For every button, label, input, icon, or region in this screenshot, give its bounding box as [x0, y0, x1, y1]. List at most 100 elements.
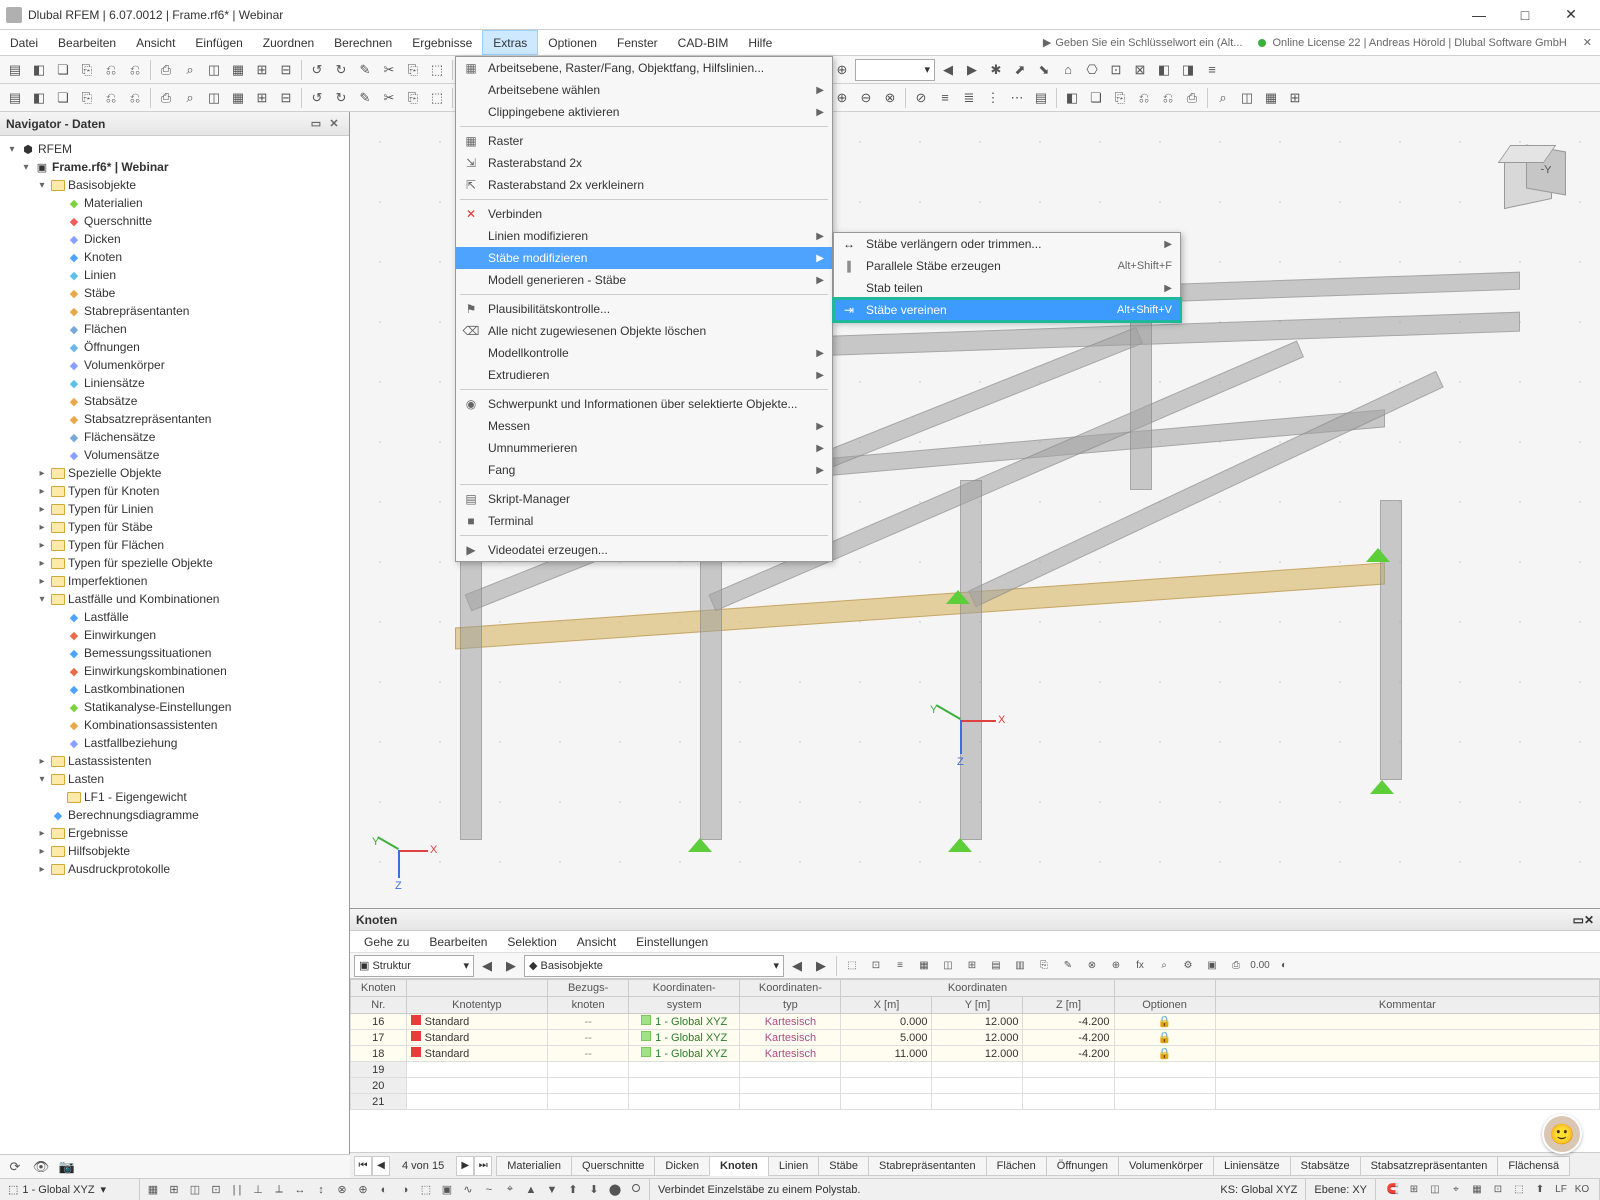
tree-item[interactable]: LF1 - Eigengewicht: [2, 788, 347, 806]
navigator-pin-button[interactable]: ▭: [307, 115, 325, 133]
toolbar-button[interactable]: ⎘: [76, 87, 98, 109]
menu-item[interactable]: Fang▶: [456, 459, 832, 481]
dp-toolbar-btn[interactable]: ⌕: [1153, 955, 1175, 977]
menubar-close-icon[interactable]: ✕: [1575, 30, 1600, 55]
toolbar-button[interactable]: ⎙: [1181, 87, 1203, 109]
status-tool-btn[interactable]: KO: [1573, 1181, 1591, 1199]
toolbar-button[interactable]: ⊟: [275, 59, 297, 81]
menu-item[interactable]: Arbeitsebene wählen▶: [456, 79, 832, 101]
toolbar-button[interactable]: ◧: [1061, 87, 1083, 109]
toolbar-button[interactable]: ▦: [227, 59, 249, 81]
menu-extras-dropdown[interactable]: ▦Arbeitsebene, Raster/Fang, Objektfang, …: [455, 56, 833, 562]
toolbar-button[interactable]: ⌕: [179, 87, 201, 109]
status-tool-btn[interactable]: ⬤: [606, 1181, 624, 1199]
eye-icon[interactable]: 👁: [30, 1156, 52, 1178]
menu-bearbeiten[interactable]: Bearbeiten: [48, 30, 126, 55]
minimize-button[interactable]: —: [1456, 1, 1502, 29]
toolbar-button[interactable]: ⊞: [1284, 87, 1306, 109]
dp-combo-basisobjekte[interactable]: ◆ Basisobjekte ▾: [524, 955, 784, 977]
tree-item[interactable]: ◆Volumenkörper: [2, 356, 347, 374]
toolbar-button[interactable]: ⊟: [275, 87, 297, 109]
status-tool-btn[interactable]: ▼: [543, 1181, 561, 1199]
dp-nav-btn[interactable]: ▶: [500, 955, 522, 977]
menu-item[interactable]: ⌫Alle nicht zugewiesenen Objekte löschen: [456, 320, 832, 342]
menu-item[interactable]: Clippingebene aktivieren▶: [456, 101, 832, 123]
dp-combo-struktur[interactable]: ▣ Struktur ▾: [354, 955, 474, 977]
menu-cad-bim[interactable]: CAD-BIM: [668, 30, 739, 55]
data-tab[interactable]: Materialien: [496, 1156, 572, 1176]
toolbar-button[interactable]: ✱: [985, 59, 1007, 81]
menu-item[interactable]: ⇱Rasterabstand 2x verkleinern: [456, 174, 832, 196]
dp-menu-item[interactable]: Einstellungen: [626, 935, 718, 949]
close-button[interactable]: ✕: [1548, 1, 1594, 29]
menu-fenster[interactable]: Fenster: [607, 30, 668, 55]
camera-icon[interactable]: 📷: [56, 1156, 78, 1178]
toolbar-button[interactable]: ❏: [52, 59, 74, 81]
search-hint[interactable]: ▶Geben Sie ein Schlüsselwort ein (Alt...: [1035, 30, 1251, 55]
toolbar-button[interactable]: ⊕: [831, 59, 853, 81]
status-tool-btn[interactable]: ▦: [1468, 1181, 1486, 1199]
toolbar-button[interactable]: ⋯: [1006, 87, 1028, 109]
tree-item[interactable]: ◆Einwirkungen: [2, 626, 347, 644]
menu-item[interactable]: Extrudieren▶: [456, 364, 832, 386]
dp-toolbar-btn[interactable]: 0.00: [1249, 955, 1271, 977]
menu-ergebnisse[interactable]: Ergebnisse: [402, 30, 482, 55]
menu-item[interactable]: Umnummerieren▶: [456, 437, 832, 459]
status-tool-btn[interactable]: ⬇: [585, 1181, 603, 1199]
toolbar-button[interactable]: ⎌: [1133, 87, 1155, 109]
menu-optionen[interactable]: Optionen: [538, 30, 607, 55]
tree-item[interactable]: ▸Typen für Linien: [2, 500, 347, 518]
status-tool-btn[interactable]: ⊡: [1489, 1181, 1507, 1199]
tree-item[interactable]: ▾Lastfälle und Kombinationen: [2, 590, 347, 608]
tree-item[interactable]: ◆Berechnungsdiagramme: [2, 806, 347, 824]
toolbar-button[interactable]: ◧: [28, 87, 50, 109]
dp-toolbar-btn[interactable]: ⊡: [865, 955, 887, 977]
status-tool-btn[interactable]: LF: [1552, 1181, 1570, 1199]
toolbar-button[interactable]: ⎘: [1109, 87, 1131, 109]
toolbar-button[interactable]: ◫: [203, 59, 225, 81]
toolbar-button[interactable]: ⬚: [426, 59, 448, 81]
status-tool-btn[interactable]: ↔: [291, 1181, 309, 1199]
toolbar-button[interactable]: ⎘: [402, 59, 424, 81]
toolbar-button[interactable]: ✎: [354, 87, 376, 109]
dp-toolbar-btn[interactable]: ✎: [1057, 955, 1079, 977]
tab-nav-btn[interactable]: ▶: [456, 1156, 474, 1176]
toolbar-button[interactable]: ⬈: [1009, 59, 1031, 81]
menu-berechnen[interactable]: Berechnen: [324, 30, 402, 55]
tree-item[interactable]: ▸Hilfsobjekte: [2, 842, 347, 860]
status-tool-btn[interactable]: ⬆: [564, 1181, 582, 1199]
toolbar-button[interactable]: ⋮: [982, 87, 1004, 109]
user-avatar[interactable]: 🙂: [1542, 1114, 1582, 1154]
toolbar-button[interactable]: ⊖: [855, 87, 877, 109]
tree-item[interactable]: ◆Liniensätze: [2, 374, 347, 392]
tree-item[interactable]: ▸Typen für Knoten: [2, 482, 347, 500]
data-table[interactable]: KnotenBezugs-Koordinaten-Koordinaten-Koo…: [350, 979, 1600, 1152]
tree-item[interactable]: ▸Typen für Flächen: [2, 536, 347, 554]
toolbar-button[interactable]: ⊞: [251, 59, 273, 81]
toolbar-button[interactable]: ◫: [203, 87, 225, 109]
toolbar-button[interactable]: ◀: [937, 59, 959, 81]
data-tab[interactable]: Stäbe: [818, 1156, 869, 1176]
dp-toolbar-btn[interactable]: ▥: [1009, 955, 1031, 977]
status-tool-btn[interactable]: ⊥: [249, 1181, 267, 1199]
menu-item[interactable]: ▤Skript-Manager: [456, 488, 832, 510]
menu-item[interactable]: ◉Schwerpunkt und Informationen über sele…: [456, 393, 832, 415]
dp-toolbar-btn[interactable]: ⬚: [841, 955, 863, 977]
status-tool-btn[interactable]: ◫: [1426, 1181, 1444, 1199]
tree-item[interactable]: ◆Stabsatzrepräsentanten: [2, 410, 347, 428]
navigator-tree[interactable]: ▾⬢RFEM▾▣Frame.rf6* | Webinar▾Basisobjekt…: [0, 136, 349, 1178]
toolbar-combo[interactable]: ▾: [855, 59, 935, 81]
dp-toolbar-btn[interactable]: ≡: [889, 955, 911, 977]
dp-toolbar-btn[interactable]: ◐: [1273, 955, 1295, 977]
toolbar-button[interactable]: ⬚: [426, 87, 448, 109]
status-tool-btn[interactable]: ⊡: [207, 1181, 225, 1199]
dp-toolbar-btn[interactable]: ⊗: [1081, 955, 1103, 977]
dp-menu-item[interactable]: Ansicht: [567, 935, 626, 949]
dp-toolbar-btn[interactable]: ▦: [913, 955, 935, 977]
status-tool-btn[interactable]: ⊞: [1405, 1181, 1423, 1199]
data-tab[interactable]: Volumenkörper: [1118, 1156, 1214, 1176]
dp-toolbar-btn[interactable]: ◫: [937, 955, 959, 977]
tree-item[interactable]: ◆Kombinationsassistenten: [2, 716, 347, 734]
menu-item[interactable]: Linien modifizieren▶: [456, 225, 832, 247]
data-tab[interactable]: Liniensätze: [1213, 1156, 1291, 1176]
